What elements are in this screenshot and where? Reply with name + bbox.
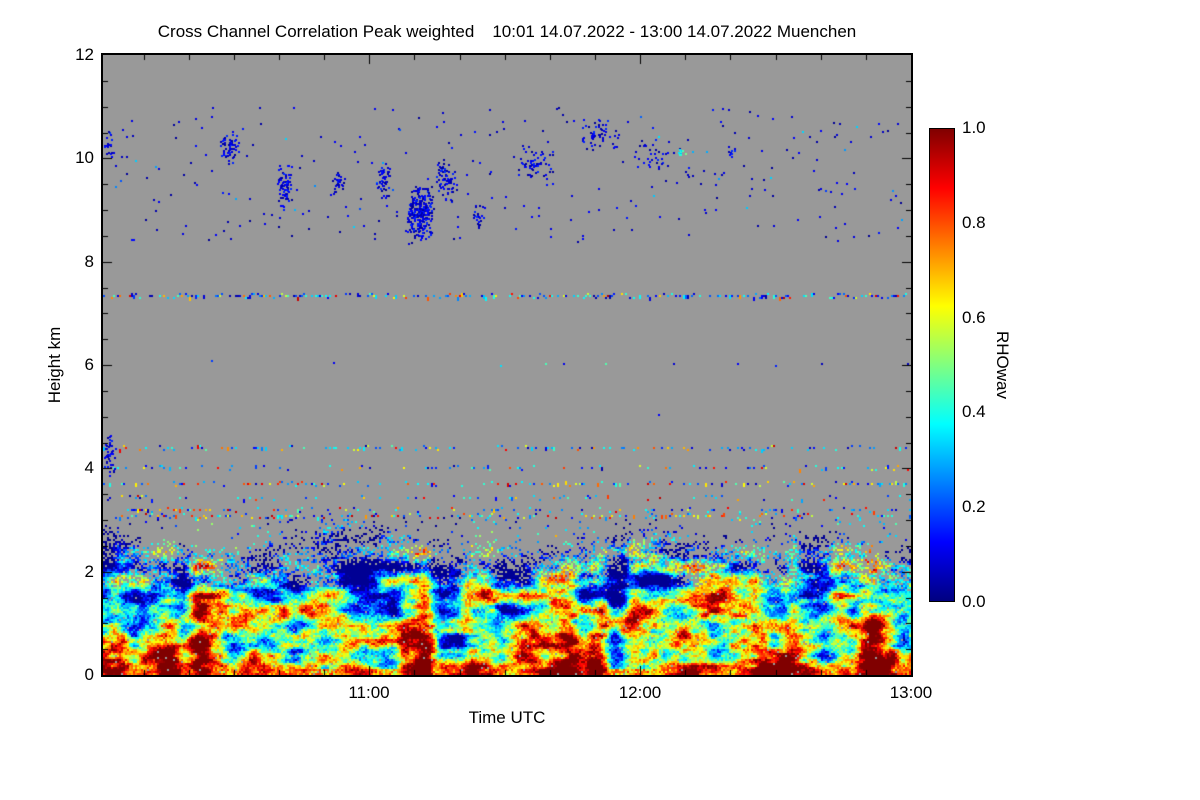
plot-frame <box>101 53 913 677</box>
colorbar-tick-10: 1.0 <box>962 118 986 137</box>
colorbar-tick-00: 0.0 <box>962 592 986 611</box>
y-tick-label-6: 6 <box>84 355 94 374</box>
colorbar-tick-06: 0.6 <box>962 308 986 327</box>
y-tick-label-8: 8 <box>84 252 94 271</box>
colorbar-tick-02: 0.2 <box>962 497 986 516</box>
colorbar-tick-04: 0.4 <box>962 402 986 421</box>
chart-title-row: Cross Channel Correlation Peak weighted 1… <box>103 22 911 42</box>
y-tick-label-10: 10 <box>75 148 94 167</box>
colorbar-title: RHOwav <box>993 330 1012 400</box>
chart-title: Cross Channel Correlation Peak weighted <box>157 22 475 41</box>
colorbar <box>929 128 955 602</box>
chart-date-range: 10:01 14.07.2022 - 13:00 14.07.2022 Muen… <box>492 22 857 41</box>
x-tick-label-1300: 13:00 <box>889 683 933 702</box>
colorbar-tick-08: 0.8 <box>962 213 986 232</box>
heatmap-canvas <box>103 55 911 675</box>
y-tick-label-0: 0 <box>84 665 94 684</box>
x-tick-label-1100: 11:00 <box>348 683 390 702</box>
y-tick-label-4: 4 <box>84 458 94 477</box>
y-tick-label-2: 2 <box>84 562 94 581</box>
x-tick-label-1200: 12:00 <box>618 683 662 702</box>
x-axis-title: Time UTC <box>468 708 546 727</box>
y-tick-label-12: 12 <box>75 45 94 64</box>
